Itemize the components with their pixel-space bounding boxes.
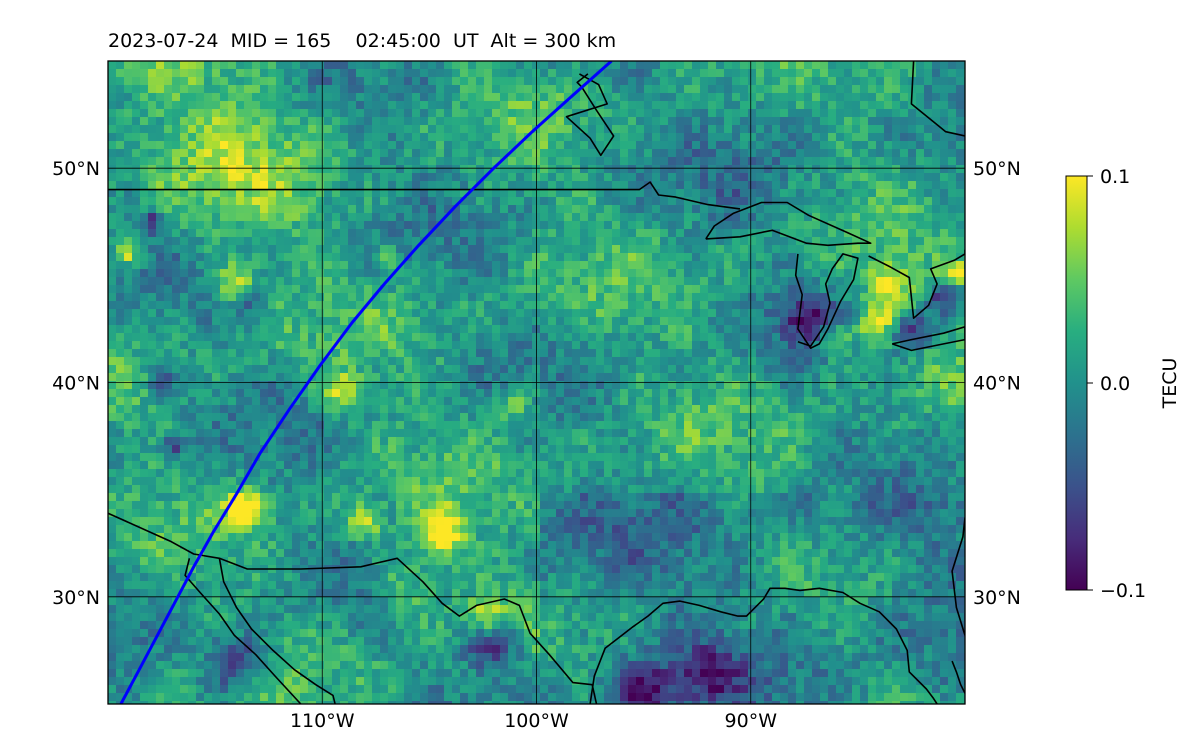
lat-tick-label-right: 30°N bbox=[973, 587, 1021, 609]
coastline-lake-winnipeg bbox=[565, 73, 615, 157]
lat-tick-label-left: 30°N bbox=[52, 587, 100, 609]
colorbar-ticks: 0.1 0.0 −0.1 bbox=[1087, 166, 1146, 602]
coastline-atlantic-east bbox=[951, 517, 965, 636]
lon-tick-label: 110°W bbox=[290, 710, 355, 732]
plot-frame bbox=[107, 60, 966, 705]
colorbar-tick-label: −0.1 bbox=[1100, 580, 1146, 602]
colorbar-label: TECU bbox=[1159, 358, 1181, 410]
satellite-track bbox=[119, 61, 613, 704]
lon-tick-label: 100°W bbox=[504, 710, 569, 732]
lon-tick-label: 90°W bbox=[725, 710, 778, 732]
tec-heatmap bbox=[108, 61, 965, 704]
coastline-florida-fragment bbox=[951, 660, 965, 694]
coastline-lake-erie bbox=[891, 325, 965, 352]
colorbar-tick-label: 0.1 bbox=[1100, 166, 1130, 188]
lat-tick-label-right: 40°N bbox=[973, 373, 1021, 395]
lat-tick-label-left: 40°N bbox=[52, 373, 100, 395]
lat-tick-label-left: 50°N bbox=[52, 158, 100, 180]
satellite-track-layer bbox=[119, 61, 613, 704]
coastline-us-canada-border bbox=[108, 181, 741, 210]
coastline-hudson-bay bbox=[910, 61, 965, 137]
map-title: 2023-07-24 MID = 165 02:45:00 UT Alt = 3… bbox=[108, 30, 617, 52]
coastline-lake-michigan bbox=[794, 253, 859, 350]
axes: 110°W 100°W 90°W 50°N 50°N 40°N 40°N 30°N 30°N bbox=[52, 158, 1021, 732]
coastline-gulf-coast bbox=[589, 587, 938, 704]
coastline-baja-east bbox=[218, 558, 336, 704]
coastline-lake-superior bbox=[705, 201, 872, 247]
graticule bbox=[108, 61, 965, 704]
colorbar bbox=[1065, 175, 1088, 591]
colorbar-tick-label: 0.0 bbox=[1100, 373, 1130, 395]
lat-tick-label-right: 50°N bbox=[973, 158, 1021, 180]
coastlines bbox=[108, 61, 965, 704]
coastline-lake-huron bbox=[868, 249, 965, 320]
